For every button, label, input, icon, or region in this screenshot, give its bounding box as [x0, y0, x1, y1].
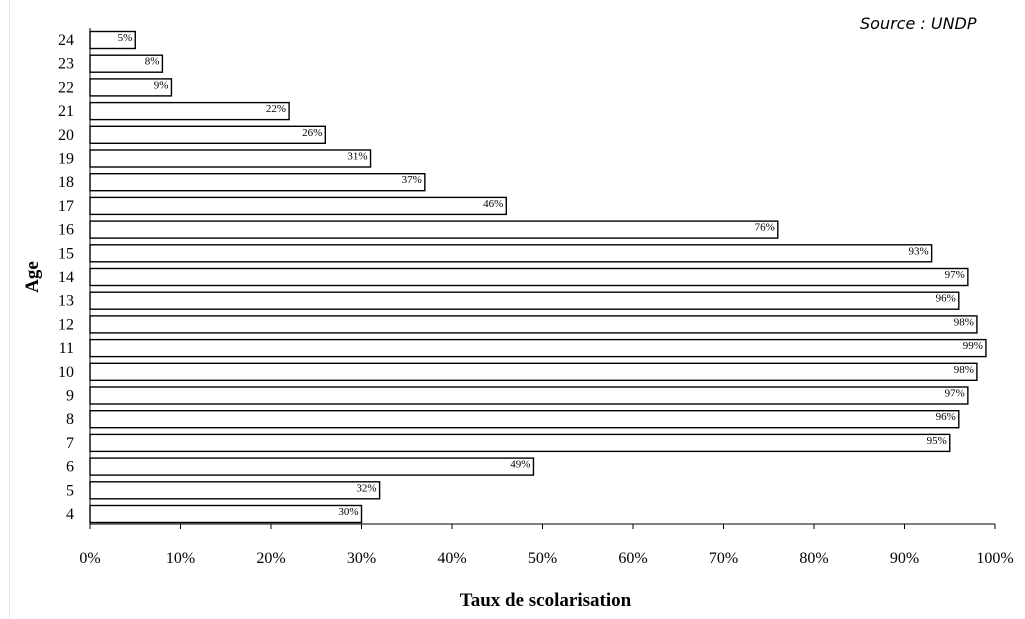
data-label-age-7: 95%: [927, 435, 947, 447]
x-tick-label: 40%: [437, 550, 466, 567]
y-tick-label: 4: [66, 506, 74, 523]
x-tick-label: 10%: [166, 550, 195, 567]
y-tick-label: 13: [58, 293, 74, 310]
y-tick-label: 15: [58, 245, 74, 262]
data-label-age-8: 96%: [936, 411, 956, 423]
x-tick-label: 0%: [79, 550, 100, 567]
data-label-age-16: 76%: [755, 222, 775, 234]
y-tick-label: 10: [58, 364, 74, 381]
bar-age-11: [89, 338, 987, 358]
x-tick-label: 50%: [528, 550, 557, 567]
data-label-age-23: 8%: [145, 56, 160, 68]
bar-age-9: [89, 386, 969, 405]
bar-age-21: [89, 101, 290, 121]
y-tick-label: 14: [58, 269, 74, 286]
bar-age-7: [89, 433, 951, 453]
bar-age-10: [89, 362, 978, 381]
data-label-age-6: 49%: [510, 459, 530, 471]
data-label-age-18: 37%: [402, 174, 422, 186]
x-tick-label: 70%: [709, 550, 738, 567]
data-label-age-13: 96%: [936, 293, 956, 305]
y-tick-label: 19: [58, 151, 74, 168]
y-tick-label: 8: [66, 411, 74, 428]
y-ticks: 4 5 6 7 8 9 10 11 12 13 14 15 16 17 18 19 20 21 22 23 24: [58, 32, 74, 523]
bar-age-19: [89, 149, 372, 168]
bar-age-14: [89, 267, 969, 287]
data-label-age-11: 99%: [963, 340, 983, 352]
x-tick-label: 90%: [890, 550, 919, 567]
x-tick-label: 30%: [347, 550, 376, 567]
bar-age-18: [89, 172, 426, 192]
y-tick-label: 12: [58, 316, 74, 333]
data-label-age-17: 46%: [483, 198, 503, 210]
bar-age-16: [89, 220, 779, 239]
data-label-age-19: 31%: [347, 151, 367, 163]
y-tick-label: 7: [66, 435, 74, 452]
x-tick-label: 100%: [976, 550, 1013, 567]
data-label-age-10: 98%: [954, 364, 974, 376]
x-tick-label: 60%: [618, 550, 647, 567]
y-tick-label: 23: [58, 56, 74, 73]
bar-age-4: [89, 504, 363, 524]
bar-age-8: [89, 410, 960, 429]
y-tick-label: 5: [66, 482, 74, 499]
bar-age-13: [89, 291, 960, 310]
x-tick-label: 80%: [799, 550, 828, 567]
bar-age-15: [89, 244, 933, 263]
bar-age-5: [89, 481, 381, 500]
y-tick-label: 11: [59, 340, 74, 357]
bar-age-17: [89, 196, 507, 216]
data-label-age-12: 98%: [954, 316, 974, 328]
y-tick-label: 6: [66, 459, 74, 476]
x-tick-label: 20%: [256, 550, 285, 567]
data-label-age-4: 30%: [338, 506, 358, 518]
y-tick-label: 16: [58, 222, 74, 239]
data-label-age-24: 5%: [118, 32, 133, 44]
data-label-age-21: 22%: [266, 103, 286, 115]
bar-age-20: [89, 125, 327, 145]
x-ticks: 0% 10% 20% 30% 40% 50% 60% 70% 80% 90% 100%: [79, 524, 1014, 567]
bar-age-6: [89, 457, 535, 476]
x-axis-title: Taux de scolarisation: [460, 590, 632, 611]
data-label-age-14: 97%: [945, 269, 965, 281]
y-tick-label: 24: [58, 32, 74, 49]
y-tick-label: 22: [58, 79, 74, 96]
y-tick-label: 17: [58, 198, 74, 215]
data-label-age-5: 32%: [356, 482, 376, 494]
data-label-age-20: 26%: [302, 127, 322, 139]
y-tick-label: 9: [66, 388, 74, 405]
data-label-age-9: 97%: [945, 388, 965, 400]
y-tick-label: 18: [58, 174, 74, 191]
y-tick-label: 20: [58, 127, 74, 144]
data-label-age-15: 93%: [908, 245, 928, 257]
bar-age-12: [89, 315, 978, 334]
bars-layer: 30% 32% 49% 95% 96% 97% 98% 99% 98% 96% 97% 93% 76% 4…: [89, 30, 987, 524]
page-left-rule: [9, 0, 10, 619]
data-label-age-22: 9%: [154, 79, 169, 91]
source-note: Source : UNDP: [860, 14, 977, 33]
y-tick-label: 21: [58, 103, 74, 120]
y-axis-title: Age: [22, 261, 43, 293]
